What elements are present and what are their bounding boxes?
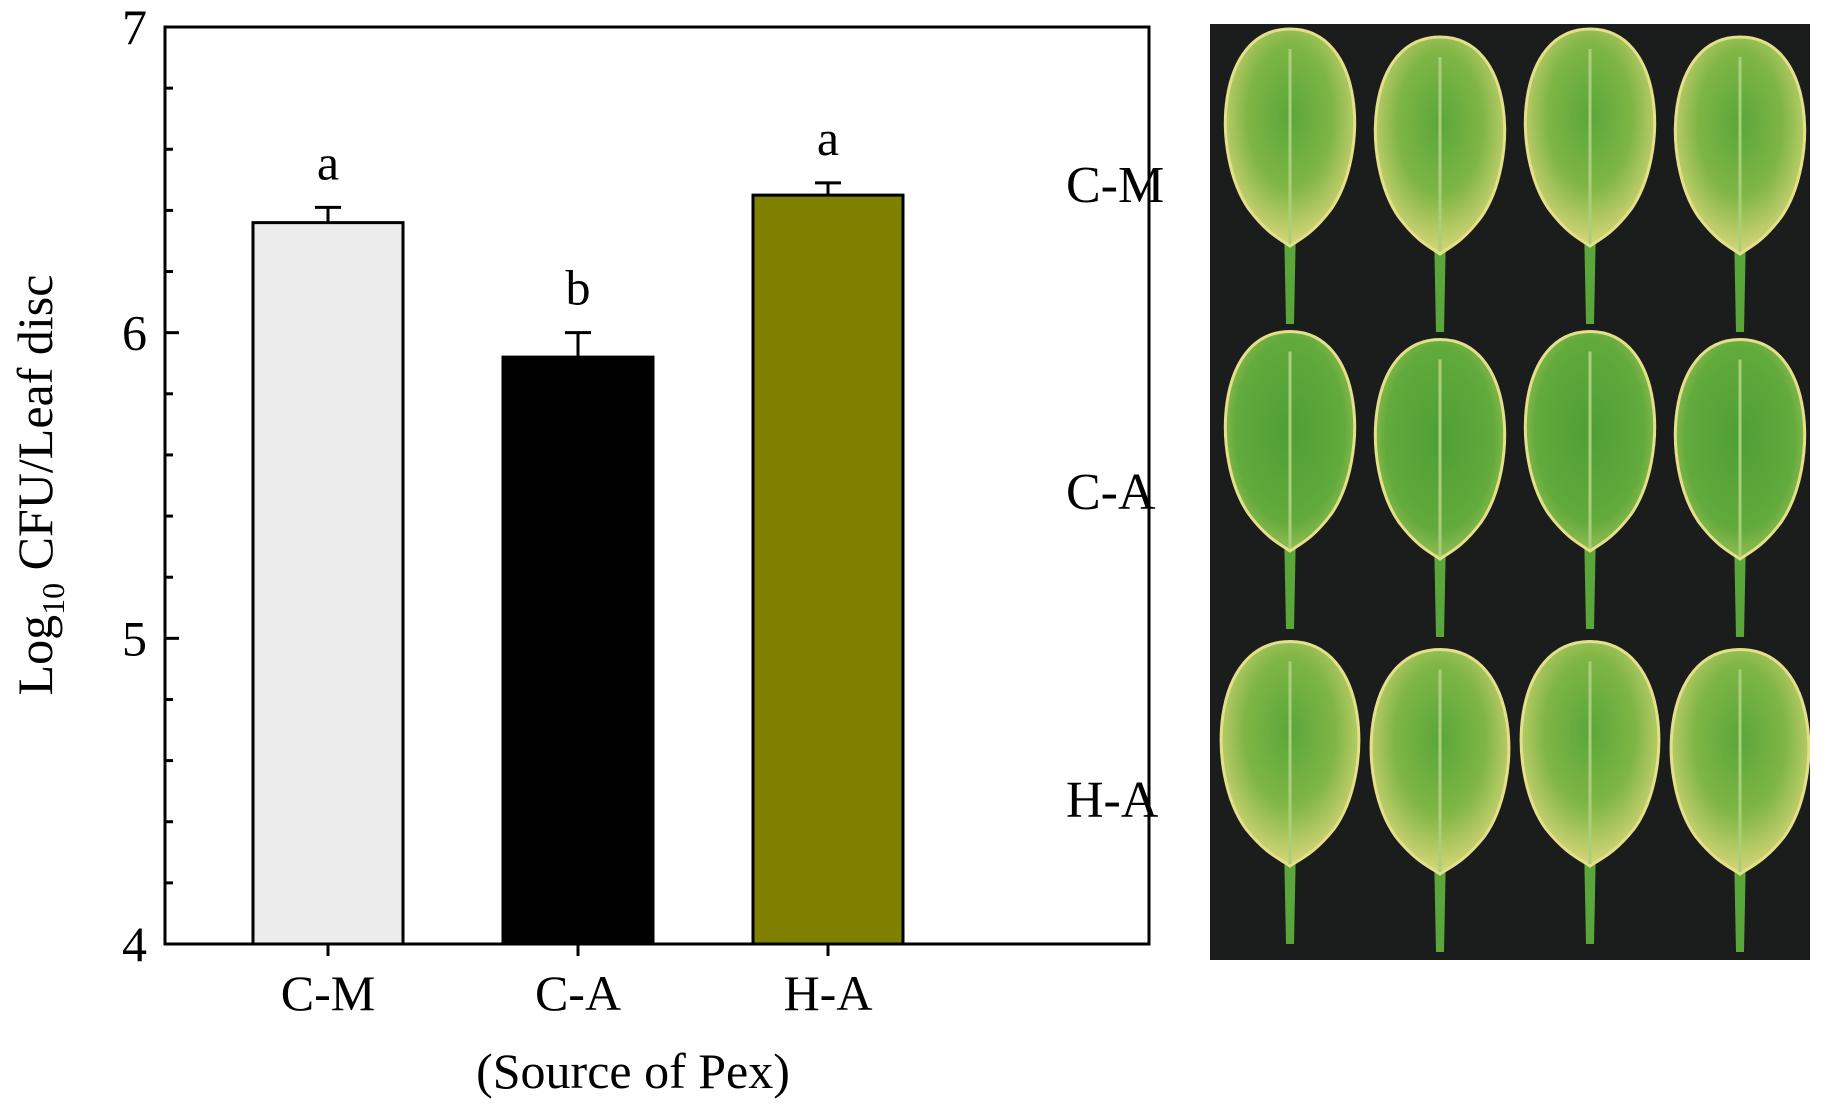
y-axis-title: Log10 CFU/Leaf disc bbox=[7, 275, 71, 696]
leaf bbox=[1369, 647, 1511, 952]
y-axis-title-subscript: 10 bbox=[35, 583, 71, 615]
leaf-petiole bbox=[1434, 537, 1446, 637]
plot-frame bbox=[163, 25, 1151, 946]
bar-h-a bbox=[751, 193, 905, 946]
y-tick-label-4: 4 bbox=[122, 916, 147, 972]
bar-c-a bbox=[501, 355, 655, 946]
y-axis-title-main: Log bbox=[7, 615, 63, 696]
leaf bbox=[1223, 27, 1357, 324]
significance-label-c-a: b bbox=[566, 260, 591, 316]
leaf-petiole bbox=[1434, 852, 1446, 952]
y-axis: 4 5 6 7 bbox=[122, 0, 179, 972]
photo-row-label-c-a: C-A bbox=[1066, 464, 1156, 521]
x-tick-label-c-m: C-M bbox=[281, 965, 375, 1021]
y-axis-title-rest: CFU/Leaf disc bbox=[7, 275, 63, 583]
leaf bbox=[1523, 329, 1657, 629]
leaf bbox=[1373, 35, 1507, 332]
leaf bbox=[1673, 337, 1807, 637]
y-tick-label-5: 5 bbox=[122, 610, 147, 666]
leaf bbox=[1223, 329, 1357, 629]
leaf-petiole bbox=[1734, 537, 1746, 637]
significance-label-h-a: a bbox=[817, 110, 839, 166]
photo-row-label-c-m: C-M bbox=[1066, 157, 1165, 214]
leaf-petiole bbox=[1284, 224, 1296, 324]
significance-labels-group: a b a bbox=[317, 110, 839, 316]
y-tick-label-7: 7 bbox=[122, 0, 147, 55]
leaf-petiole bbox=[1284, 844, 1296, 944]
x-axis: C-M C-A H-A bbox=[281, 944, 873, 1021]
error-bars-group bbox=[315, 181, 841, 358]
leaf-photo-image bbox=[1219, 27, 1810, 952]
bar-c-m bbox=[251, 221, 405, 946]
x-axis-title: (Source of Pex) bbox=[476, 1043, 790, 1099]
leaf-photo bbox=[1210, 24, 1810, 960]
leaf bbox=[1219, 639, 1361, 944]
bar-chart: a b a 4 5 6 7 C-M C-A H-A Log10 CFU/Leaf disc (… bbox=[7, 0, 1151, 1099]
y-tick-label-6: 6 bbox=[122, 305, 147, 361]
leaf-petiole bbox=[1584, 529, 1596, 629]
x-tick-label-h-a: H-A bbox=[784, 965, 873, 1021]
leaf-petiole bbox=[1584, 224, 1596, 324]
leaf bbox=[1673, 35, 1807, 332]
leaf-petiole bbox=[1434, 232, 1446, 332]
leaf-petiole bbox=[1734, 852, 1746, 952]
leaf bbox=[1523, 27, 1657, 324]
leaf-petiole bbox=[1284, 529, 1296, 629]
photo-row-label-h-a: H-A bbox=[1066, 772, 1159, 829]
x-tick-label-c-a: C-A bbox=[535, 965, 621, 1021]
leaf-petiole bbox=[1584, 844, 1596, 944]
leaf bbox=[1519, 639, 1661, 944]
leaf-petiole bbox=[1734, 232, 1746, 332]
significance-label-c-m: a bbox=[317, 134, 339, 190]
leaf bbox=[1669, 647, 1810, 952]
leaf bbox=[1373, 337, 1507, 637]
